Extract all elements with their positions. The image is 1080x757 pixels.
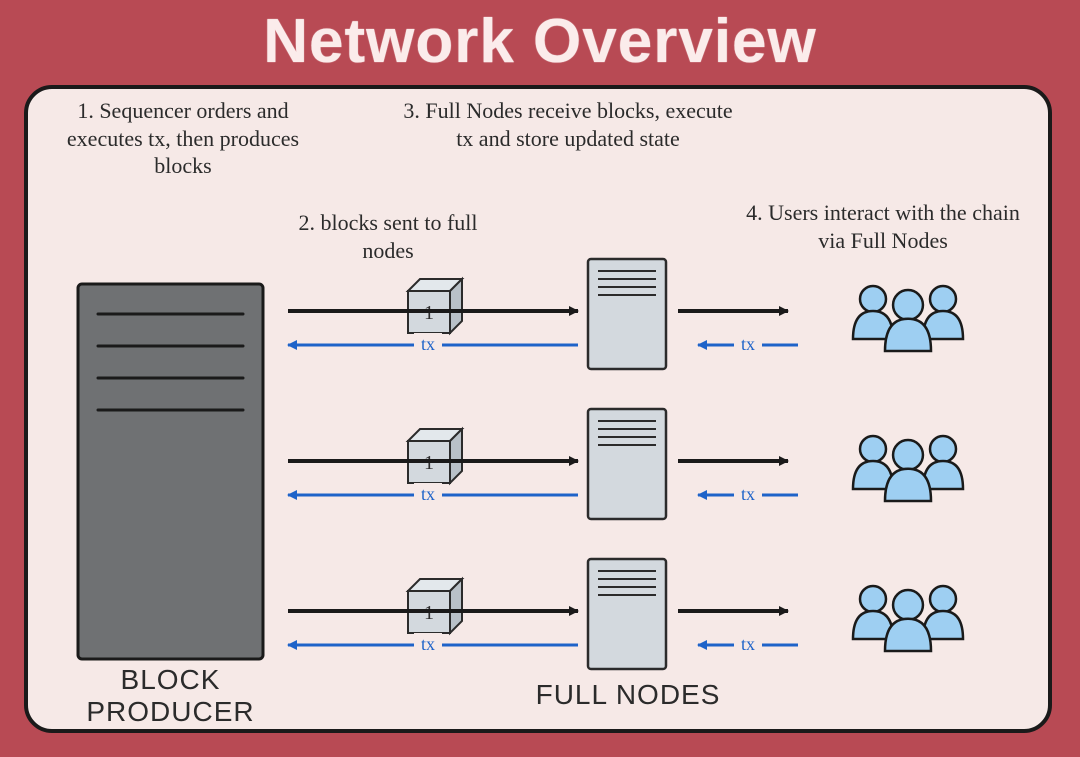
full-node-icon xyxy=(588,259,666,369)
tx-label: tx xyxy=(421,484,435,504)
full-node-icon xyxy=(588,409,666,519)
tx-label: tx xyxy=(741,634,755,654)
users-icon xyxy=(853,286,963,351)
block-cube-icon: 1 xyxy=(408,429,462,483)
tx-label: tx xyxy=(421,334,435,354)
diagram-panel: 1. Sequencer orders and executes tx, the… xyxy=(24,85,1052,733)
block-cube-icon: 1 xyxy=(408,579,462,633)
full-node-icon xyxy=(588,559,666,669)
tx-label: tx xyxy=(741,334,755,354)
tx-label: tx xyxy=(421,634,435,654)
block-producer-icon xyxy=(78,284,263,659)
users-icon xyxy=(853,586,963,651)
diagram-svg: 111txtxtxtxtxtx xyxy=(28,89,1056,737)
tx-label: tx xyxy=(741,484,755,504)
users-icon xyxy=(853,436,963,501)
page-title: Network Overview xyxy=(0,6,1080,77)
block-cube-icon: 1 xyxy=(408,279,462,333)
